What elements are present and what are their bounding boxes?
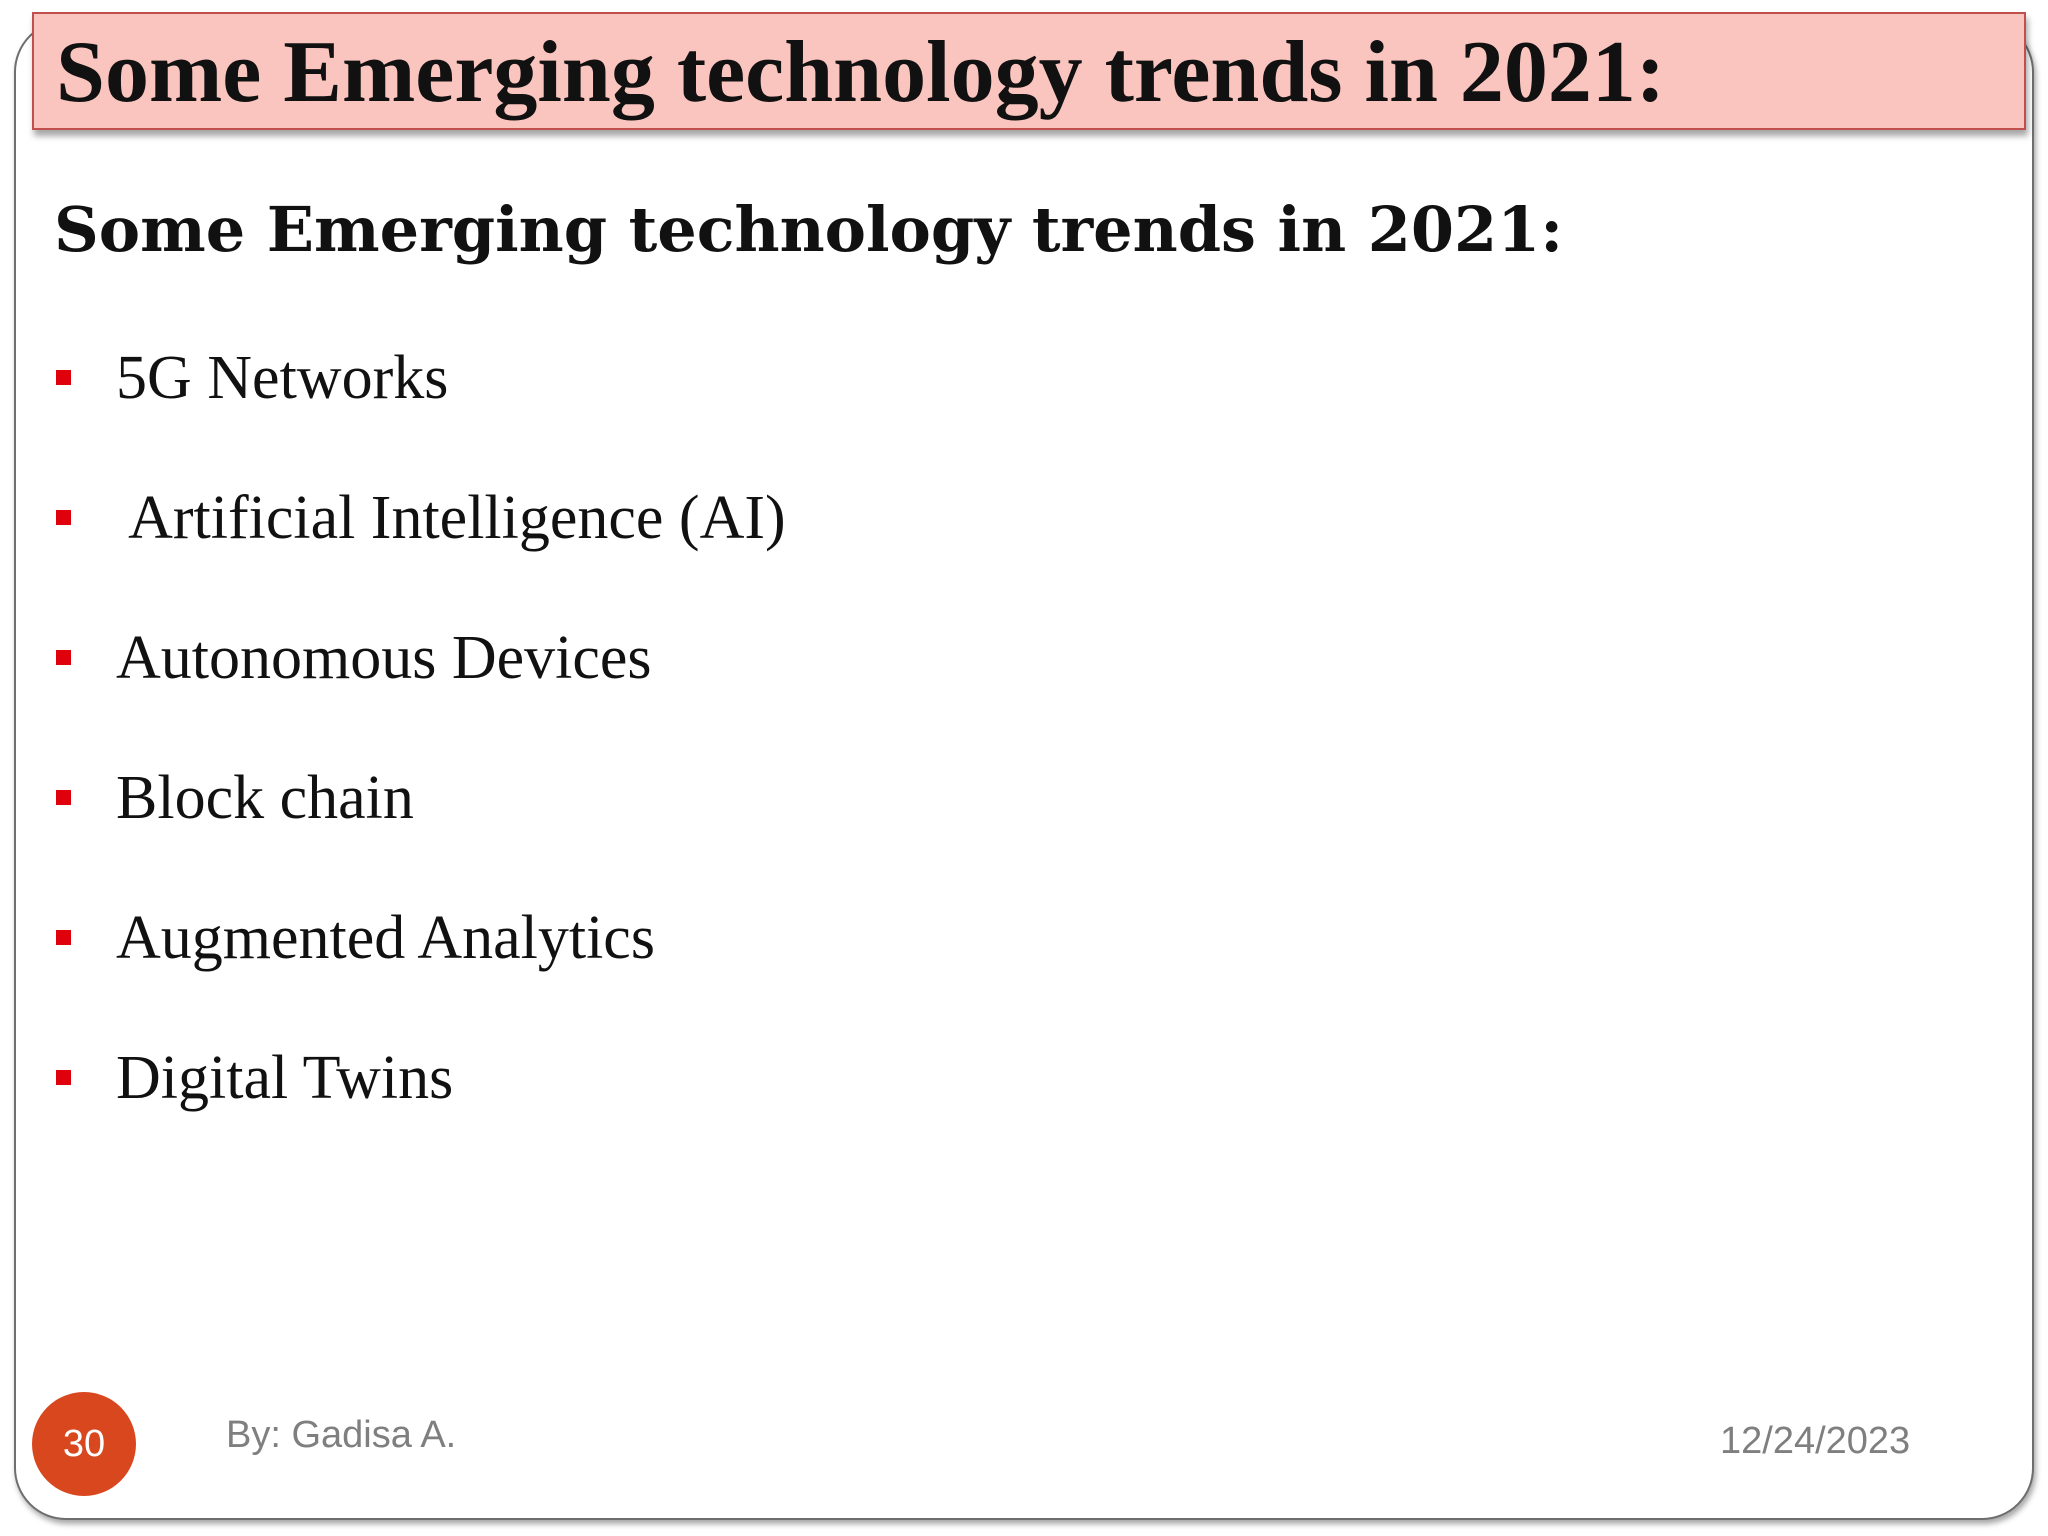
bullet-text: Digital Twins [116,1044,454,1112]
square-bullet-icon [56,370,71,385]
title-bar: Some Emerging technology trends in 2021: [32,12,2026,130]
slide-title: Some Emerging technology trends in 2021: [56,24,1666,121]
bullet-text: Block chain [116,764,414,832]
page-number-badge: 30 [32,1392,136,1496]
bullet-text: Artificial Intelligence (AI) [116,484,786,552]
square-bullet-icon [56,790,71,805]
slide-frame [14,20,2034,1520]
bullet-text: Autonomous Devices [116,624,652,692]
bullet-text: 5G Networks [116,344,449,412]
author-label: By: Gadisa A. [226,1414,457,1456]
square-bullet-icon [56,510,71,525]
square-bullet-icon [56,930,71,945]
square-bullet-icon [56,650,71,665]
date-label: 12/24/2023 [1720,1420,1911,1462]
bullet-text: Augmented Analytics [116,904,655,972]
slide-subtitle: Some Emerging technology trends in 2021: [54,193,1564,266]
square-bullet-icon [56,1070,71,1085]
